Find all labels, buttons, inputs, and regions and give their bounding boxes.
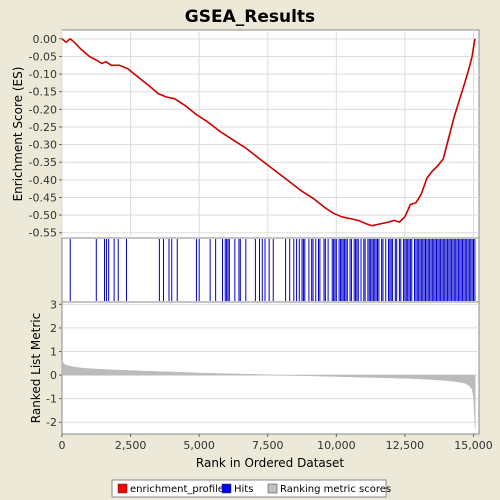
es-ytick-label: -0.10 [29,68,57,81]
enrichment-profile-line [61,37,476,227]
ranking-ytick-label: 2 [50,322,57,335]
es-ytick-label: -0.35 [29,156,57,169]
es-ytick-label: -0.20 [29,103,57,116]
es-ytick-label: 0.00 [33,33,58,46]
enrichment-panel [61,29,480,239]
ranking-layer [61,359,476,430]
hits-panel [61,237,480,303]
es-ytick-label: -0.15 [29,86,57,99]
legend-swatch-ranking [267,483,278,494]
xtick-label: 15,000 [454,439,493,452]
es-ytick-label: -0.25 [29,121,57,134]
legend-box [111,479,387,498]
es-ytick-label: -0.40 [29,174,57,187]
chart-title: GSEA_Results [185,7,315,27]
legend-label-enrichment: enrichment_profile [130,484,224,495]
xtick-label: 10,000 [317,439,356,452]
ytick-layer: 0.00 -0.05 -0.10 -0.15 -0.20 -0.25 -0.30 -0.35 -… [29,33,62,429]
es-ytick-label: -0.45 [29,191,57,204]
ranking-ytick-label: 0 [50,369,57,382]
es-ytick-label: -0.30 [29,139,57,152]
ranking-ytick-label: -1 [46,393,57,406]
ranking-ytick-label: 3 [50,298,57,311]
hits-layer [69,239,476,301]
x-axis-label: Rank in Ordered Dataset [196,456,344,470]
legend: enrichment_profile Hits Ranking metric s… [111,479,391,498]
es-ytick-label: -0.55 [29,227,57,240]
xtick-label: 5,000 [183,439,215,452]
es-ytick-label: -0.50 [29,209,57,222]
xtick-label: 2,500 [115,439,147,452]
legend-label-ranking: Ranking metric scores [280,484,391,495]
xtick-layer: 0 2,500 5,000 7,500 10,000 12,500 15,000 [59,434,493,452]
ranking-panel [61,301,480,435]
ranking-ytick-label: -2 [46,416,57,429]
legend-swatch-hits [221,483,232,494]
es-ytick-label: -0.05 [29,50,57,63]
legend-swatch-enrichment [117,483,128,494]
legend-label-hits: Hits [234,484,253,495]
ranking-metric-area [61,359,476,430]
es-layer [61,37,476,227]
ranking-ytick-label: 1 [50,346,57,359]
xtick-label: 0 [59,439,66,452]
es-ylabel: Enrichment Score (ES) [11,67,25,202]
xtick-label: 12,500 [386,439,425,452]
xtick-label: 7,500 [252,439,284,452]
ranking-ylabel: Ranked List Metric [29,313,43,423]
